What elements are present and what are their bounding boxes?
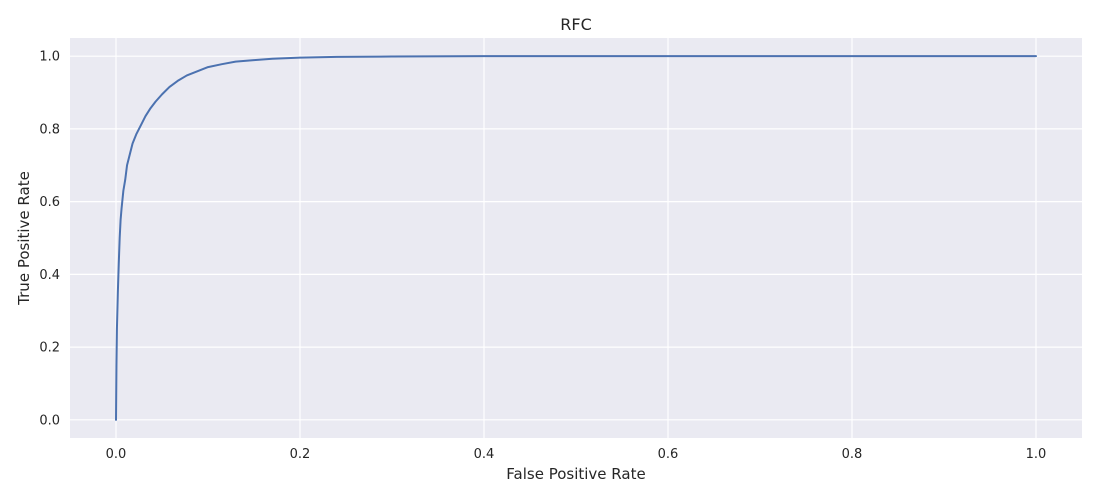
chart-title: RFC <box>560 15 592 34</box>
x-tick-label: 0.4 <box>474 447 495 462</box>
x-tick-label: 1.0 <box>1026 447 1047 462</box>
grid <box>70 38 1082 438</box>
x-tick-label: 0.2 <box>290 447 311 462</box>
y-tick-label: 1.0 <box>39 50 60 65</box>
x-tick-labels: 0.0 0.2 0.4 0.6 0.8 1.0 <box>106 447 1047 462</box>
y-tick-label: 0.4 <box>39 268 60 283</box>
y-tick-label: 0.2 <box>39 341 60 356</box>
x-tick-label: 0.8 <box>842 447 863 462</box>
y-tick-labels: 0.0 0.2 0.4 0.6 0.8 1.0 <box>39 50 60 429</box>
roc-curve-line <box>115 55 1037 421</box>
series-layer <box>115 55 1037 421</box>
x-tick-label: 0.6 <box>658 447 679 462</box>
plot-area <box>70 38 1082 438</box>
y-tick-label: 0.0 <box>39 413 60 428</box>
y-tick-label: 0.6 <box>39 195 60 210</box>
y-axis-label: True Positive Rate <box>15 171 33 306</box>
y-tick-label: 0.8 <box>39 122 60 137</box>
x-axis-label: False Positive Rate <box>506 465 645 483</box>
x-tick-label: 0.0 <box>106 447 127 462</box>
